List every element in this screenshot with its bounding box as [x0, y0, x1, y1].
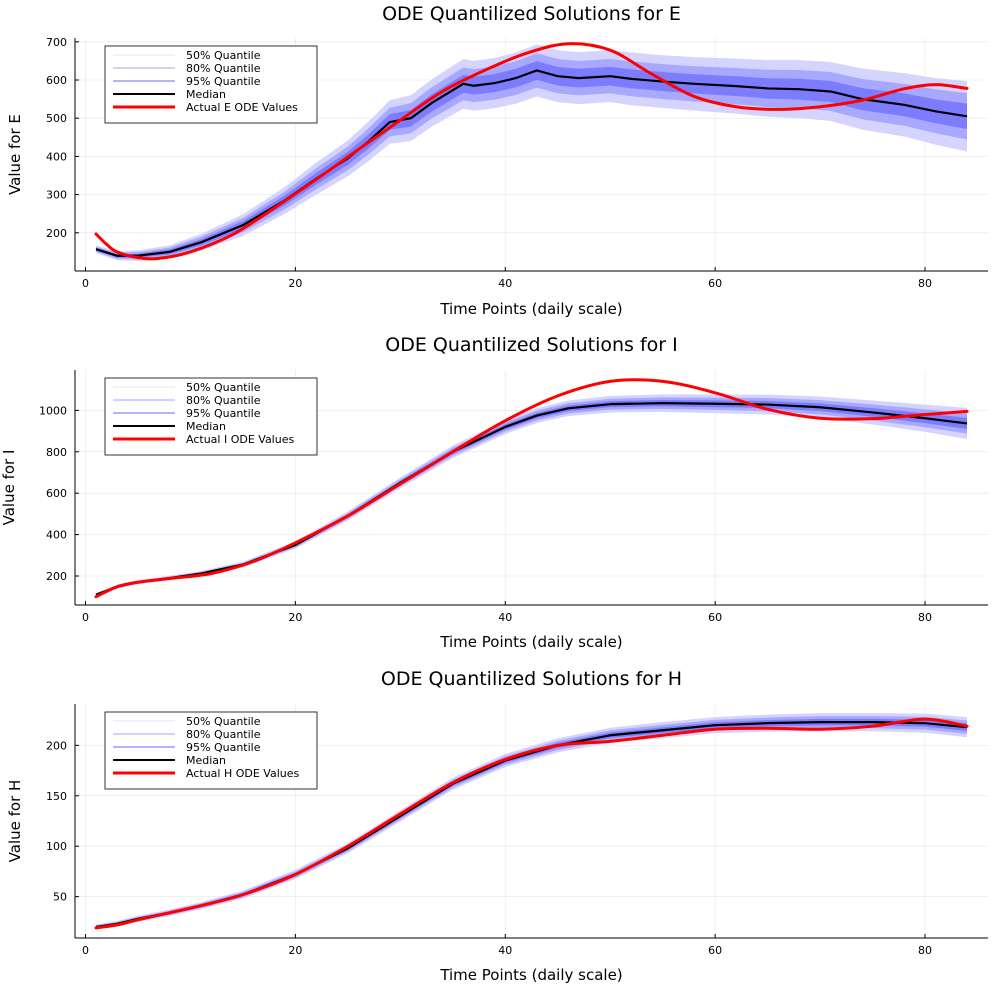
x-axis-label: Time Points (daily scale)	[439, 300, 622, 318]
x-tick-label: 0	[82, 944, 89, 957]
legend-label: 80% Quantile	[186, 394, 261, 407]
y-tick-label: 800	[46, 446, 67, 459]
legend-label: 95% Quantile	[186, 75, 261, 88]
y-tick-label: 200	[46, 739, 67, 752]
legend-label: 80% Quantile	[186, 728, 261, 741]
x-tick-label: 60	[708, 944, 722, 957]
y-tick-label: 400	[46, 529, 67, 542]
x-tick-label: 20	[288, 944, 302, 957]
x-tick-label: 40	[498, 944, 512, 957]
legend-label: Median	[186, 754, 226, 767]
legend-box	[104, 711, 318, 790]
x-tick-label: 20	[288, 277, 302, 290]
x-tick-label: 0	[82, 277, 89, 290]
y-tick-label: 600	[46, 74, 67, 87]
legend-label: Actual H ODE Values	[186, 767, 300, 780]
band-80-quantile	[95, 53, 968, 260]
legend-label: 95% Quantile	[186, 407, 261, 420]
y-tick-label: 200	[46, 570, 67, 583]
chart-title: ODE Quantilized Solutions for I	[385, 334, 677, 356]
x-tick-label: 40	[498, 277, 512, 290]
legend-label: 80% Quantile	[186, 62, 261, 75]
x-tick-label: 80	[918, 611, 932, 624]
y-axis-label: Value for I	[0, 450, 18, 526]
chart-title: ODE Quantilized Solutions for H	[381, 668, 682, 690]
legend-box	[104, 45, 318, 124]
y-tick-label: 400	[46, 150, 67, 163]
legend-label: 50% Quantile	[186, 381, 261, 394]
y-tick-label: 50	[53, 891, 67, 904]
legend-label: Median	[186, 88, 226, 101]
chart-panel-2: 0 20 40 60 80 50 100 150 200 ODE Quantilized Solu…	[6, 668, 988, 984]
legend-label: Median	[186, 420, 226, 433]
y-tick-label: 100	[46, 840, 67, 853]
x-tick-label: 60	[708, 611, 722, 624]
y-axis-label: Value for E	[6, 114, 24, 195]
y-tick-label: 300	[46, 189, 67, 202]
chart-panel-1: 0 20 40 60 80 200 400 600 800 1000 ODE Quantilized…	[0, 334, 988, 651]
y-tick-label: 500	[46, 112, 67, 125]
legend-label: Actual E ODE Values	[186, 101, 298, 114]
y-tick-label: 1000	[39, 404, 67, 417]
chart-title: ODE Quantilized Solutions for E	[382, 3, 681, 25]
actual-ode-line	[94, 42, 969, 261]
actual-ode-line	[94, 717, 969, 930]
x-tick-label: 80	[918, 944, 932, 957]
legend-label: Actual I ODE Values	[186, 433, 294, 446]
legend-label: 95% Quantile	[186, 741, 261, 754]
x-axis-label: Time Points (daily scale)	[439, 633, 622, 651]
x-tick-label: 0	[82, 611, 89, 624]
y-tick-label: 200	[46, 227, 67, 240]
chart-panel-0: 0 20 40 60 80 200 300 400 500 600 700 ODE Quantiliz…	[6, 3, 988, 318]
y-tick-label: 700	[46, 36, 67, 49]
x-tick-label: 80	[918, 277, 932, 290]
y-tick-label: 150	[46, 790, 67, 803]
actual-ode-line	[94, 378, 969, 599]
x-axis-label: Time Points (daily scale)	[439, 966, 622, 984]
y-tick-label: 600	[46, 487, 67, 500]
median-line	[95, 69, 968, 257]
x-tick-label: 20	[288, 611, 302, 624]
legend-box	[104, 377, 318, 456]
x-tick-label: 40	[498, 611, 512, 624]
x-tick-label: 60	[708, 277, 722, 290]
legend-label: 50% Quantile	[186, 49, 261, 62]
legend-label: 50% Quantile	[186, 715, 261, 728]
y-axis-label: Value for H	[6, 780, 24, 863]
